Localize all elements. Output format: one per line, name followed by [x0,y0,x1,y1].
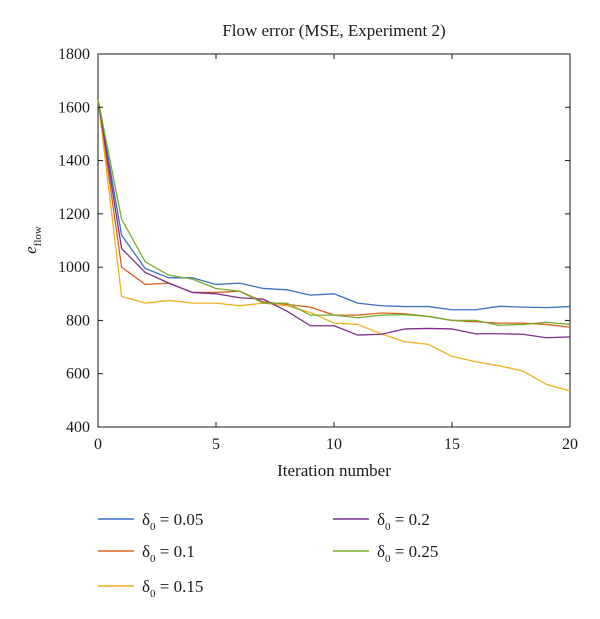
legend-label-symbol: δ [142,577,150,596]
legend-label-symbol: δ [142,542,150,561]
y-axis-label-main: e [21,246,40,254]
x-tick-labels: 0 5 10 15 20 [94,436,578,453]
y-tick-label: 1400 [58,153,90,170]
legend-label-subscript: 0 [150,553,156,565]
legend-label: δ0 = 0.15 [142,577,203,600]
x-tick-label: 20 [562,436,578,453]
legend-label: δ0 = 0.2 [377,510,430,533]
x-tick-label: 5 [212,436,220,453]
legend-item-5: δ0 = 0.25 [333,542,438,565]
x-tick-label: 15 [444,436,460,453]
legend-label-value: = 0.1 [156,542,195,561]
series-group [97,99,571,392]
y-axis-label-sub: flow [32,226,44,246]
chart-title: Flow error (MSE, Experiment 2) [222,21,445,40]
series-line-2 [97,99,571,328]
y-tick-label: 1000 [58,259,90,276]
legend-item-1: δ0 = 0.05 [98,510,203,533]
legend-label-subscript: 0 [385,553,391,565]
series-line-5 [97,99,571,326]
legend-label-symbol: δ [377,510,385,529]
y-tick-label: 600 [66,366,90,383]
legend-label-symbol: δ [142,510,150,529]
series-line-3 [97,99,571,392]
x-tick-label: 10 [326,436,342,453]
legend-label: δ0 = 0.25 [377,542,438,565]
legend-label-subscript: 0 [385,521,391,533]
legend-item-3: δ0 = 0.15 [98,577,203,600]
legend-label-symbol: δ [377,542,385,561]
y-tick-label: 1800 [58,46,90,63]
legend-label: δ0 = 0.05 [142,510,203,533]
series-line-1 [97,99,571,311]
legend-label-value: = 0.2 [391,510,430,529]
y-tick-label: 1600 [58,99,90,116]
y-tick-labels: 400 600 800 1000 1200 1400 1600 1800 [58,46,90,436]
plot-area [97,53,571,428]
legend-label-value: = 0.25 [391,542,439,561]
x-axis-label: Iteration number [277,461,391,480]
legend-label-subscript: 0 [150,521,156,533]
plot-frame [97,53,571,428]
y-tick-label: 800 [66,312,90,329]
x-tick-label: 0 [94,436,102,453]
series-line-4 [97,99,571,339]
legend-item-2: δ0 = 0.1 [98,542,195,565]
y-tick-label: 1200 [58,206,90,223]
tick-marks [97,53,571,428]
legend-label-value: = 0.15 [156,577,204,596]
legend-label-subscript: 0 [150,588,156,600]
y-tick-label: 400 [66,419,90,436]
legend-label-value: = 0.05 [156,510,204,529]
y-axis-label: eflow [21,226,44,254]
legend-item-4: δ0 = 0.2 [333,510,430,533]
legend-label: δ0 = 0.1 [142,542,195,565]
